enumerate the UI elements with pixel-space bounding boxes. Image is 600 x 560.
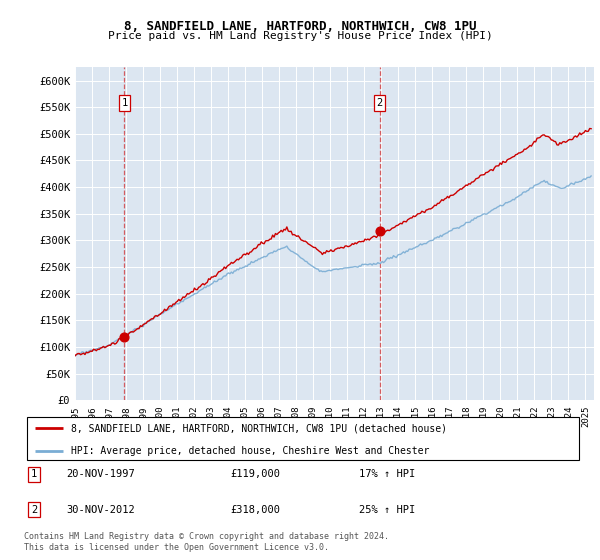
Text: 1: 1	[121, 98, 127, 108]
Text: Contains HM Land Registry data © Crown copyright and database right 2024.
This d: Contains HM Land Registry data © Crown c…	[24, 532, 389, 552]
Text: 8, SANDFIELD LANE, HARTFORD, NORTHWICH, CW8 1PU (detached house): 8, SANDFIELD LANE, HARTFORD, NORTHWICH, …	[71, 423, 448, 433]
Text: HPI: Average price, detached house, Cheshire West and Chester: HPI: Average price, detached house, Ches…	[71, 446, 430, 455]
Text: 25% ↑ HPI: 25% ↑ HPI	[359, 505, 415, 515]
Text: £318,000: £318,000	[230, 505, 280, 515]
Text: £119,000: £119,000	[230, 469, 280, 479]
Text: Price paid vs. HM Land Registry's House Price Index (HPI): Price paid vs. HM Land Registry's House …	[107, 31, 493, 41]
Text: 8, SANDFIELD LANE, HARTFORD, NORTHWICH, CW8 1PU: 8, SANDFIELD LANE, HARTFORD, NORTHWICH, …	[124, 20, 476, 32]
Text: 2: 2	[31, 505, 37, 515]
Point	[119, 333, 129, 342]
Text: 2: 2	[376, 98, 383, 108]
FancyBboxPatch shape	[27, 417, 579, 460]
Text: 17% ↑ HPI: 17% ↑ HPI	[359, 469, 415, 479]
Text: 20-NOV-1997: 20-NOV-1997	[66, 469, 134, 479]
Text: 1: 1	[31, 469, 37, 479]
Point	[375, 226, 385, 235]
Text: 30-NOV-2012: 30-NOV-2012	[66, 505, 134, 515]
